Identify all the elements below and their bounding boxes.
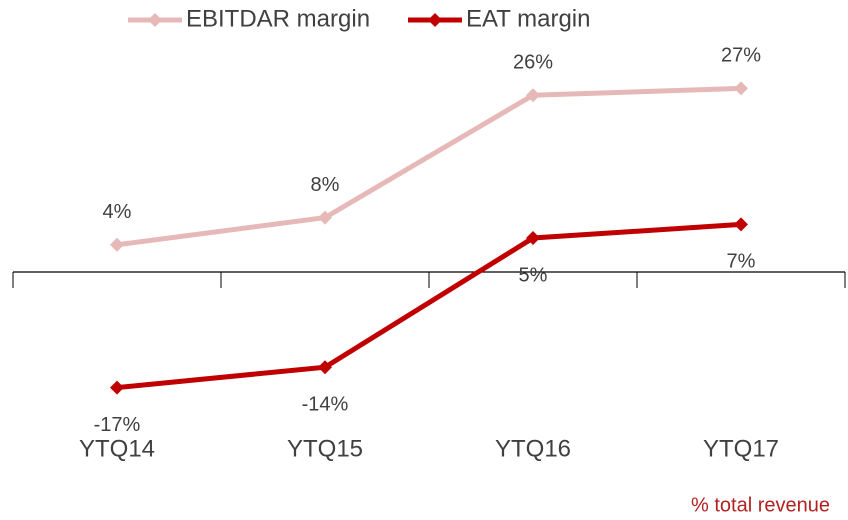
point-marker <box>734 81 748 96</box>
point-marker <box>526 231 540 245</box>
data-label: -14% <box>302 393 349 415</box>
point-marker <box>110 237 124 252</box>
series-line <box>116 221 742 391</box>
legend-label: EAT margin <box>466 5 591 32</box>
data-label: 4% <box>103 201 132 223</box>
legend-label: EBITDAR margin <box>186 5 370 32</box>
note: % total revenue <box>691 494 830 516</box>
data-label: 27% <box>721 45 761 67</box>
x-tick-label: YTQ17 <box>703 435 779 462</box>
x-tick-label: YTQ15 <box>287 435 363 462</box>
data-label: 8% <box>311 174 340 196</box>
point-marker <box>318 360 332 375</box>
series-line <box>116 85 742 248</box>
data-label: 7% <box>727 251 756 273</box>
point-marker <box>526 88 540 103</box>
point-marker <box>110 380 124 395</box>
data-label: 26% <box>513 51 553 73</box>
data-label: -17% <box>94 414 141 436</box>
point-marker <box>734 217 748 232</box>
data-label: 5% <box>519 264 548 286</box>
x-tick-label: YTQ14 <box>79 435 155 462</box>
legend-marker <box>428 13 442 27</box>
x-tick-label: YTQ16 <box>495 435 571 462</box>
point-marker <box>318 210 332 225</box>
legend-marker <box>148 13 162 27</box>
